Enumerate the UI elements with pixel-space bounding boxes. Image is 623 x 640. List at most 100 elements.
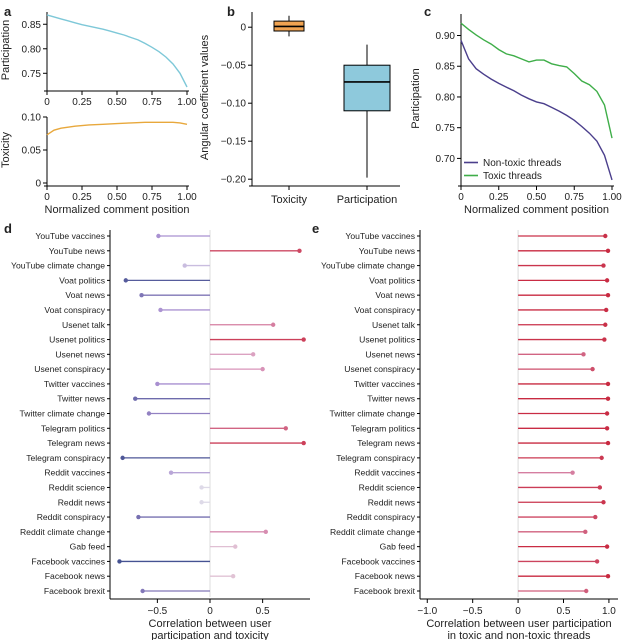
y-tick-label: 0.85 — [22, 20, 42, 31]
y-tick-label: 0.75 — [436, 123, 456, 134]
lollipop-dot — [605, 574, 611, 579]
panel-e-lollipop-chart: YouTube vaccines YouTube news YouTube clim… — [321, 230, 618, 640]
lollipop-dot — [230, 574, 236, 579]
y-tick-label: 0.85 — [436, 62, 456, 73]
category-label: YouTube news — [359, 246, 415, 256]
y-tick-label: 0.75 — [22, 69, 42, 80]
category-label: Reddit conspiracy — [347, 512, 416, 522]
lollipop-dot — [233, 544, 238, 549]
y-axis-label: Angular coefficient values — [199, 34, 211, 160]
category-label: Gab feed — [380, 542, 416, 552]
category-label: Usenet politics — [359, 335, 415, 345]
x-tick-label: Participation — [337, 194, 398, 206]
category-label: YouTube vaccines — [345, 231, 415, 241]
y-tick-label: 0 — [240, 23, 246, 34]
category-label: Voat conspiracy — [44, 305, 105, 315]
category-label: Reddit climate change — [330, 527, 415, 537]
lollipop-dot — [597, 485, 603, 490]
lollipop-dot — [263, 529, 268, 535]
x-tick-label: −0.5 — [463, 606, 483, 617]
lollipop-dot — [604, 278, 610, 283]
category-label: Twitter vaccines — [354, 379, 415, 389]
y-tick-label: −0.15 — [221, 137, 247, 148]
category-label: Voat conspiracy — [354, 305, 415, 315]
lollipop-dot — [603, 233, 608, 239]
x-tick-label: 0.75 — [565, 192, 585, 203]
lollipop-dot — [605, 440, 611, 446]
category-label: Facebook news — [355, 571, 415, 581]
y-tick-label: 0.80 — [22, 44, 42, 55]
lollipop-dot — [182, 263, 187, 268]
category-label: Telegram news — [357, 438, 415, 448]
series-line-0 — [46, 14, 188, 88]
y-axis-label: Participation — [0, 20, 12, 81]
category-label: Voat news — [375, 290, 415, 300]
x-tick-label: 0.25 — [72, 97, 92, 108]
lollipop-dot — [120, 455, 125, 461]
lollipop-dot — [583, 529, 588, 535]
lollipop-dot — [270, 322, 276, 327]
category-label: Voat politics — [59, 275, 105, 285]
y-tick-label: −0.10 — [221, 99, 247, 110]
lollipop-dot — [605, 396, 611, 401]
y-tick-label: 0.05 — [22, 146, 42, 157]
lollipop-dot — [604, 544, 610, 549]
y-axis-label: Toxicity — [0, 131, 12, 168]
x-tick-label: 0.75 — [142, 192, 162, 203]
category-label: Twitter climate change — [20, 409, 106, 419]
category-label: Reddit conspiracy — [37, 512, 106, 522]
category-label: YouTube news — [49, 246, 105, 256]
category-label: Telegram conspiracy — [336, 453, 416, 463]
category-label: Usenet news — [365, 349, 415, 359]
lollipop-dot — [594, 559, 600, 564]
x-tick-label: −1.0 — [417, 606, 437, 617]
category-label: Telegram conspiracy — [26, 453, 106, 463]
lollipop-dot — [133, 396, 138, 401]
panel-label-d: d — [4, 221, 12, 236]
panel-label-c: c — [424, 4, 431, 19]
y-tick-label: 0.90 — [436, 31, 456, 42]
x-tick-label: 0 — [207, 606, 213, 617]
panel-a-toxicity-chart: 0 0.05 0.10 0 0.25 0.50 0.75 1.00 Toxicity Normal… — [0, 113, 197, 217]
x-tick-label: 0.5 — [256, 606, 270, 617]
lollipop-dot — [155, 381, 160, 387]
x-tick-label: 0 — [515, 606, 521, 617]
category-label: Reddit news — [58, 497, 105, 507]
category-label: Usenet talk — [372, 320, 416, 330]
category-label: Facebook news — [45, 571, 105, 581]
x-axis-label: in toxic and non-toxic threads — [447, 630, 591, 640]
x-tick-label: −0.5 — [147, 606, 167, 617]
category-label: Facebook vaccines — [31, 556, 105, 566]
category-label: Reddit vaccines — [354, 468, 415, 478]
x-tick-label: 0.50 — [107, 97, 127, 108]
lollipop-dot — [297, 248, 302, 253]
x-tick-label: 0 — [44, 192, 50, 203]
lollipop-dot — [140, 588, 145, 594]
y-tick-label: −0.05 — [221, 61, 247, 72]
panel-label-a: a — [4, 4, 12, 19]
x-tick-label: 0 — [44, 97, 50, 108]
category-label: Telegram news — [47, 438, 105, 448]
x-tick-label: 0.25 — [489, 192, 509, 203]
lollipop-dot — [146, 411, 152, 416]
lollipop-dot — [570, 470, 575, 475]
lollipop-dot — [581, 352, 586, 357]
lollipop-dot — [602, 337, 607, 342]
lollipop-dot — [250, 352, 256, 357]
lollipop-dot — [603, 322, 608, 327]
x-tick-label: 0.75 — [142, 97, 162, 108]
category-label: Twitter climate change — [330, 409, 416, 419]
lollipop-dot — [156, 233, 161, 239]
category-label: Telegram politics — [351, 423, 415, 433]
x-tick-label: 0.50 — [107, 192, 127, 203]
category-label: Telegram politics — [41, 423, 105, 433]
legend-label: Toxic threads — [483, 171, 542, 182]
lollipop-dot — [604, 426, 610, 431]
x-axis-label: Correlation between user — [149, 618, 272, 630]
category-label: Twitter vaccines — [44, 379, 105, 389]
panel-label-b: b — [227, 4, 235, 19]
lollipop-dot — [168, 470, 174, 475]
lollipop-dot — [136, 514, 141, 520]
panel-c-participation-chart: 0.70 0.75 0.80 0.85 0.90 0 0.25 0.50 0.75 1.00 Par… — [410, 14, 622, 216]
